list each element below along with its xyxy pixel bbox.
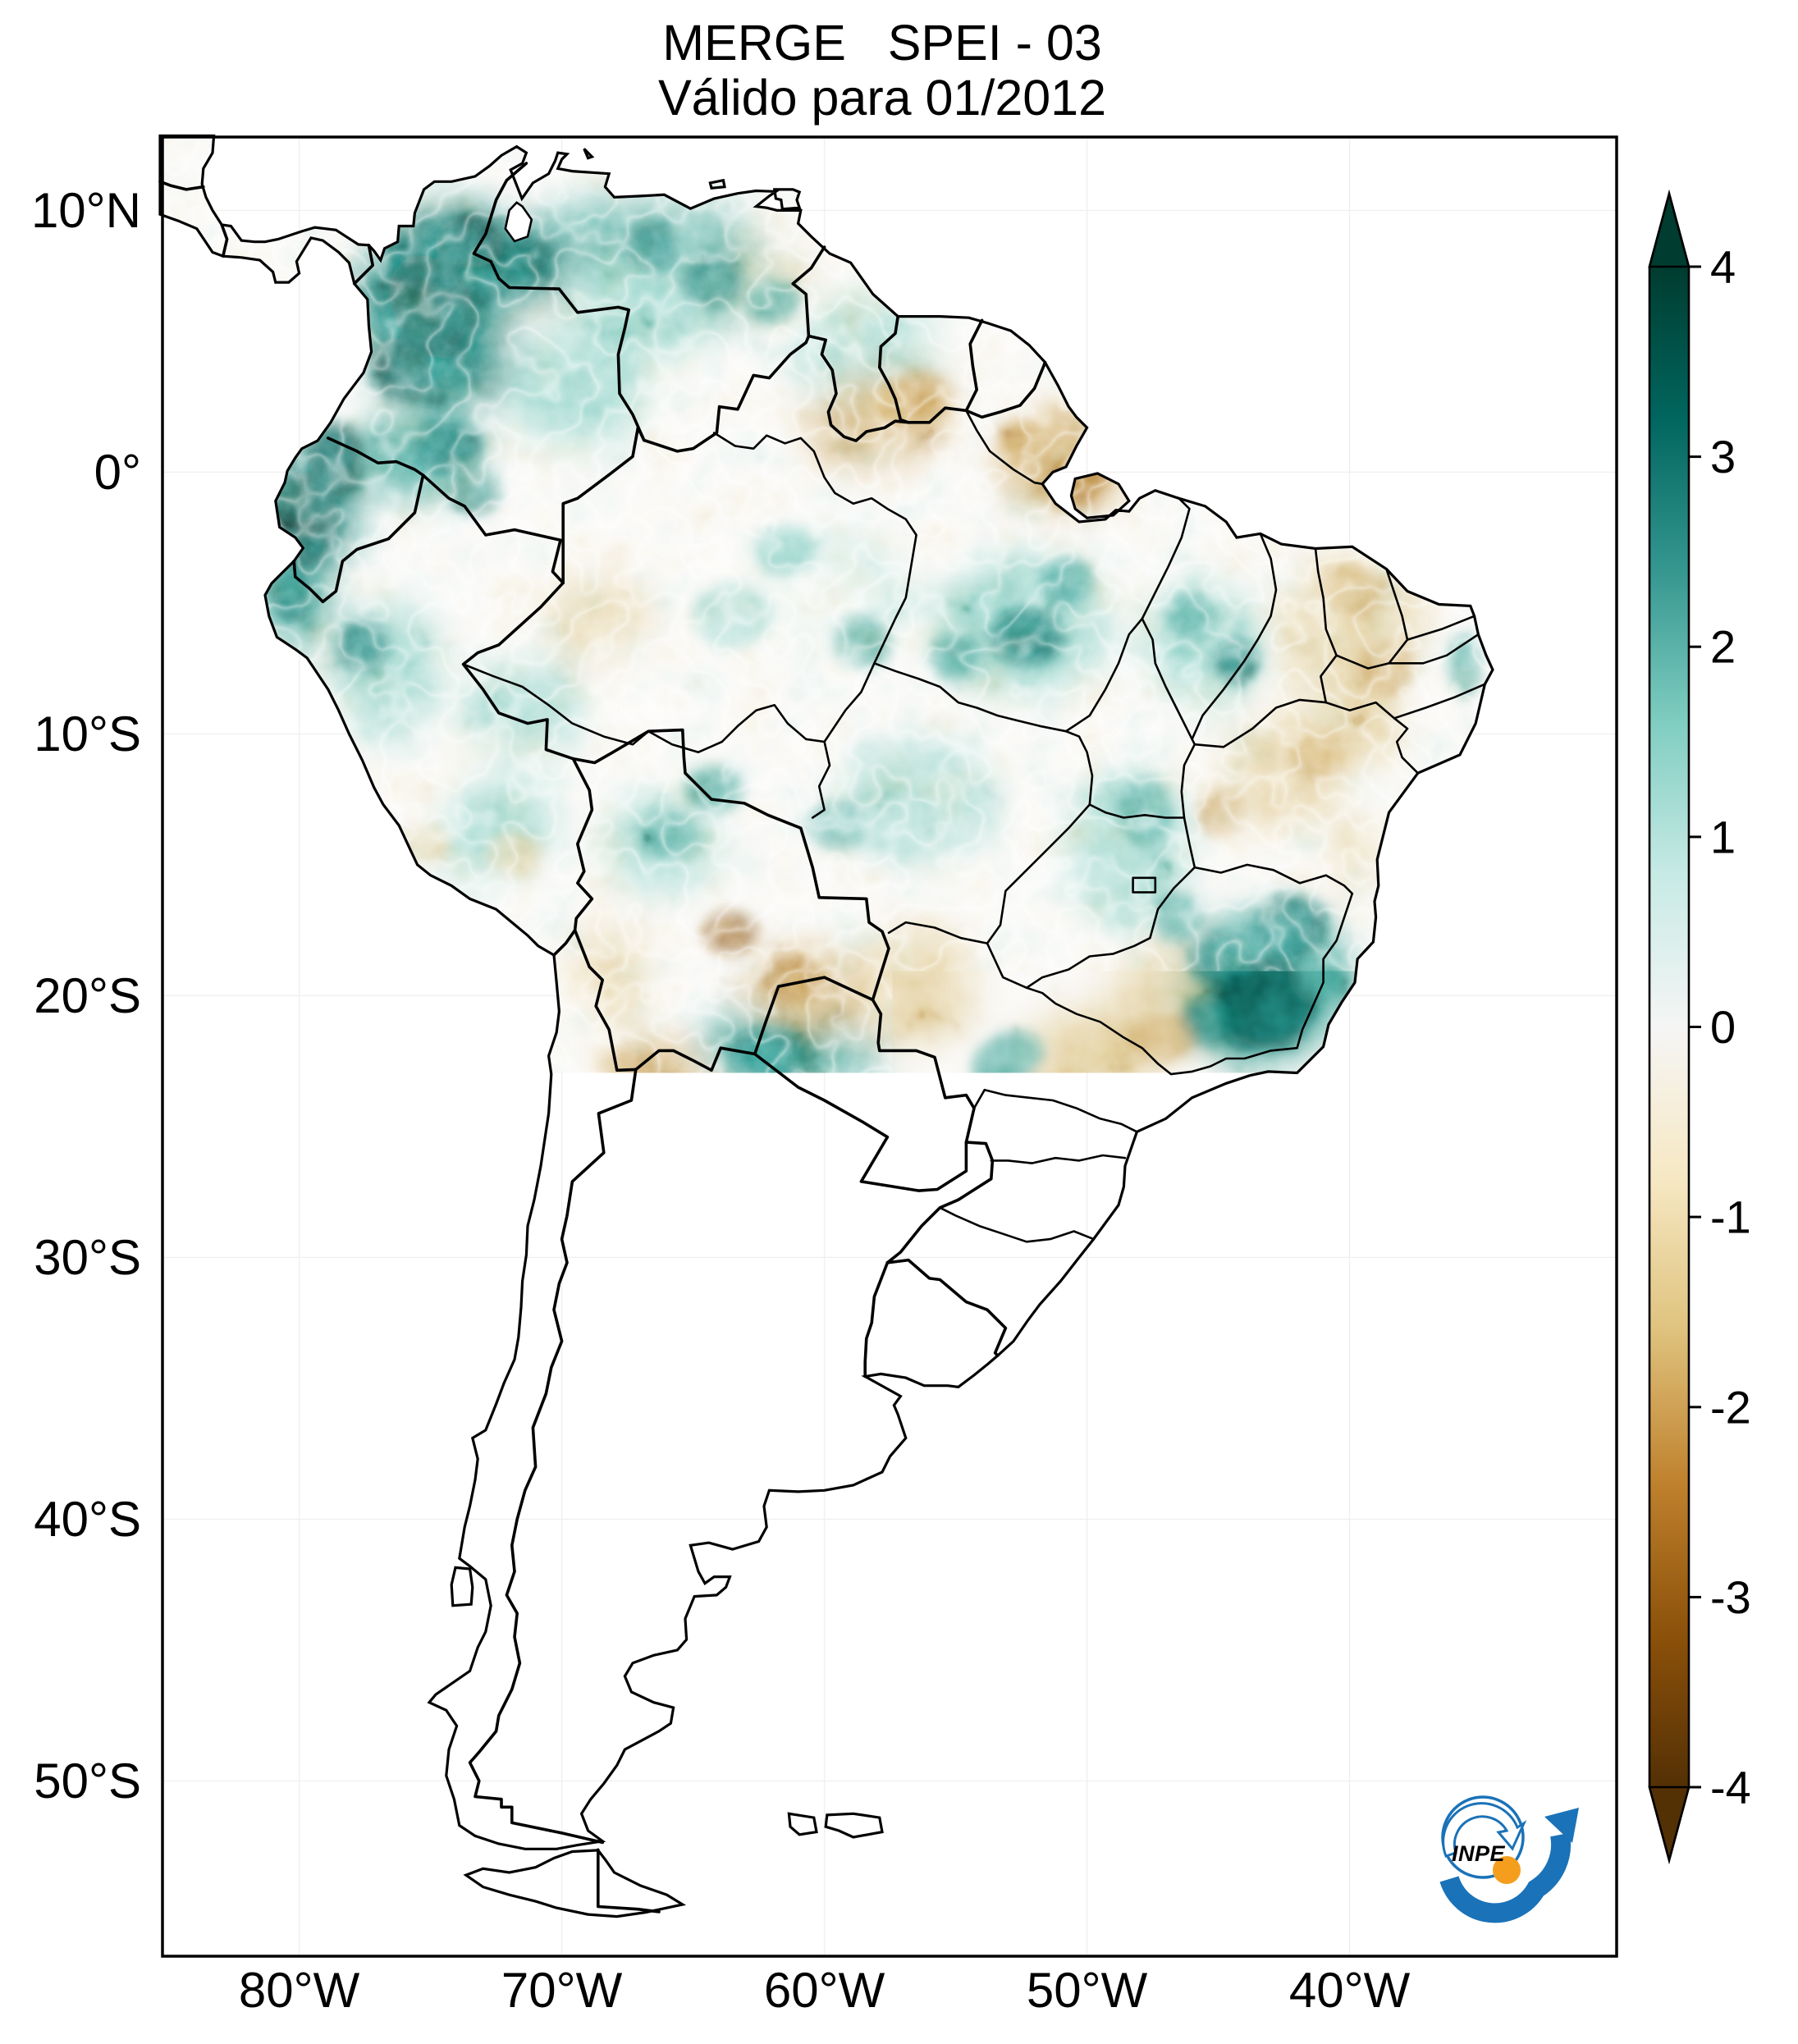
svg-text:20°S: 20°S [34,968,141,1023]
svg-text:80°W: 80°W [239,1963,360,2018]
svg-text:Válido para 01/2012: Válido para 01/2012 [658,70,1106,126]
svg-text:2: 2 [1710,621,1736,673]
svg-text:-4: -4 [1710,1762,1751,1813]
svg-text:0: 0 [1710,1001,1736,1053]
svg-text:MERGE SPEI - 03: MERGE SPEI - 03 [662,15,1102,71]
svg-text:70°W: 70°W [501,1963,623,2018]
svg-text:-3: -3 [1710,1571,1751,1623]
svg-text:0°: 0° [94,445,141,500]
svg-text:50°W: 50°W [1027,1963,1148,2018]
svg-text:50°S: 50°S [34,1754,141,1809]
svg-text:10°N: 10°N [31,183,141,238]
svg-text:4: 4 [1710,241,1736,293]
svg-text:60°W: 60°W [764,1963,885,2018]
svg-text:1: 1 [1710,811,1736,862]
svg-text:40°S: 40°S [34,1492,141,1547]
svg-text:INPE: INPE [1452,1841,1506,1866]
svg-text:-1: -1 [1710,1191,1751,1243]
svg-text:3: 3 [1710,431,1736,482]
svg-text:10°S: 10°S [34,706,141,761]
svg-text:-2: -2 [1710,1381,1751,1433]
svg-text:40°W: 40°W [1289,1963,1411,2018]
svg-text:30°S: 30°S [34,1230,141,1285]
